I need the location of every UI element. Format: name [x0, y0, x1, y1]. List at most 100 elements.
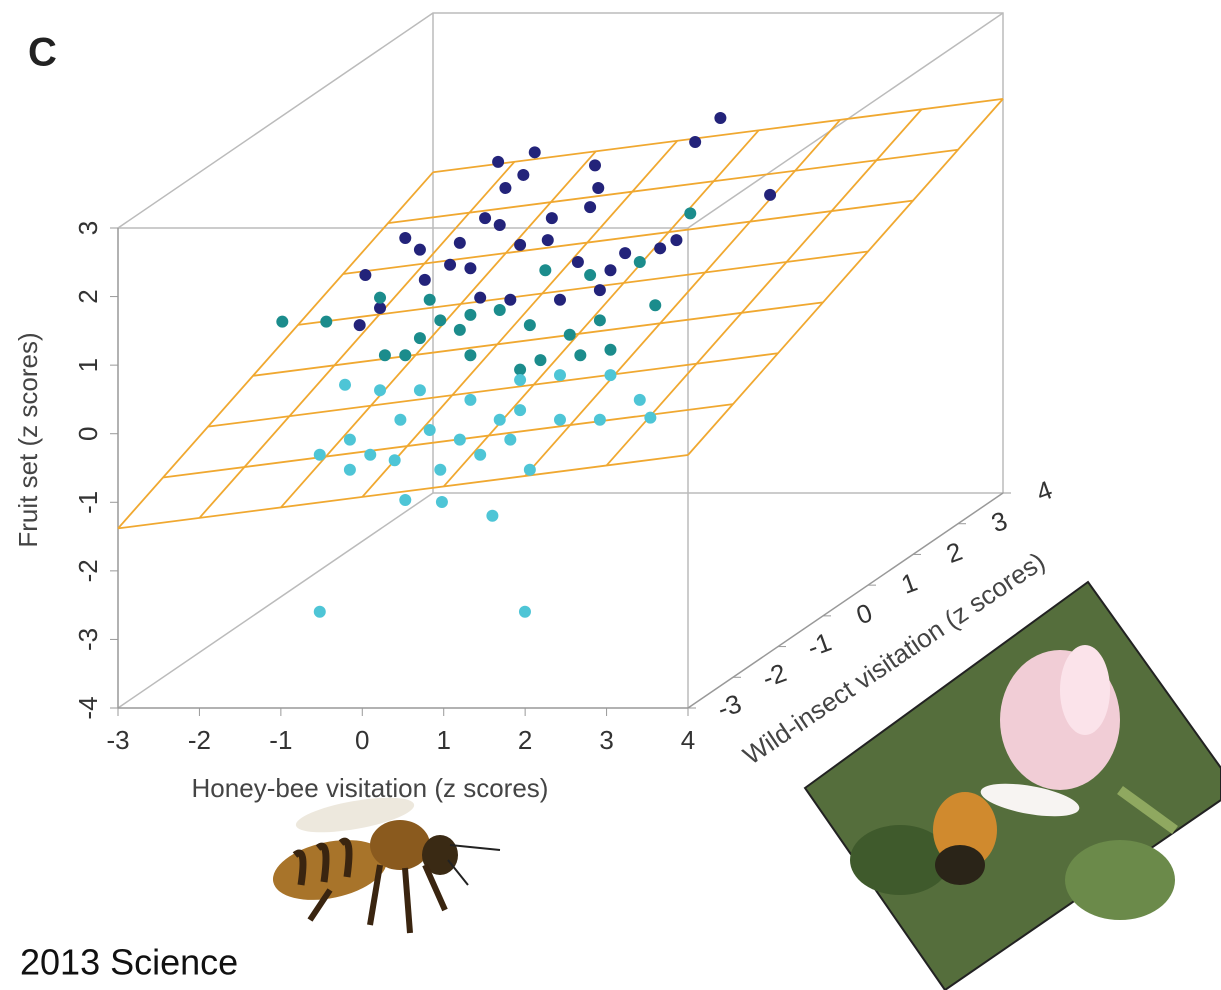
plane-grid-line	[524, 119, 841, 477]
bee-stripes	[292, 837, 353, 886]
y-tick-label: -1	[803, 627, 835, 663]
point	[589, 159, 601, 172]
x-tick-label: 4	[681, 725, 695, 755]
point	[523, 463, 536, 476]
z-tick-label: 2	[73, 289, 103, 303]
bee-antennae	[447, 844, 501, 886]
plane-grid-line	[443, 129, 760, 488]
box-edge	[687, 12, 1004, 229]
point	[353, 319, 366, 332]
y-tick-label: 4	[1032, 474, 1056, 507]
point	[474, 448, 487, 461]
y-tick-label: 1	[897, 567, 921, 600]
point	[514, 373, 527, 386]
point	[593, 284, 606, 297]
z-tick-label: -3	[73, 628, 103, 651]
point	[545, 212, 558, 225]
point	[504, 433, 517, 446]
z-tick-label: 0	[73, 426, 103, 440]
point	[313, 605, 326, 618]
point	[464, 308, 477, 321]
point	[514, 238, 527, 251]
point	[320, 315, 333, 328]
x-tick-label: 0	[355, 725, 369, 755]
y-tick-label: -3	[713, 688, 745, 724]
point	[571, 256, 584, 269]
point	[492, 155, 505, 168]
point	[499, 181, 512, 194]
x-tick-label: -2	[188, 725, 211, 755]
z-tick-label: 3	[73, 221, 103, 235]
point	[464, 349, 477, 362]
plane-grid-line	[605, 108, 923, 467]
point	[444, 258, 457, 271]
point	[374, 384, 387, 397]
point	[633, 393, 646, 406]
point	[364, 448, 377, 461]
flower-petal	[980, 783, 1080, 817]
point	[539, 264, 552, 277]
plane-grid-line	[342, 199, 914, 275]
z-tick-label: -2	[73, 559, 103, 582]
box-frame	[117, 12, 1004, 709]
point	[394, 413, 407, 426]
point	[374, 301, 387, 314]
point	[435, 496, 448, 509]
point	[493, 413, 506, 426]
point	[514, 404, 527, 417]
x-tick-label: -1	[269, 725, 292, 755]
point	[654, 242, 667, 255]
point	[423, 293, 436, 306]
point	[434, 314, 447, 327]
point	[574, 349, 587, 362]
point	[276, 315, 289, 328]
point	[453, 236, 466, 249]
points	[276, 112, 777, 618]
point	[378, 349, 391, 362]
clover-photo	[803, 580, 1221, 990]
plane-grid-line	[198, 161, 516, 519]
point	[453, 433, 466, 446]
caption: 2013 Science	[20, 942, 238, 983]
bee-head	[422, 835, 458, 875]
point	[313, 448, 326, 461]
point	[528, 146, 541, 159]
point	[453, 323, 466, 336]
point	[684, 207, 697, 220]
point	[670, 234, 683, 247]
plane-grid-line	[297, 250, 869, 326]
bee-thorax	[370, 820, 430, 870]
point	[388, 454, 401, 467]
point	[399, 493, 412, 506]
point	[584, 201, 597, 214]
point	[517, 168, 530, 181]
y-tick-label: 0	[852, 597, 876, 630]
point	[399, 232, 412, 245]
point	[464, 393, 477, 406]
point	[619, 247, 632, 260]
point	[374, 291, 387, 304]
regression-plane	[117, 97, 1004, 530]
bee-wing	[295, 797, 415, 833]
point	[479, 212, 492, 225]
plane-grid-line	[687, 98, 1004, 456]
panel-label: C	[28, 31, 57, 75]
y-tick-label: -2	[758, 657, 790, 693]
point	[434, 463, 447, 476]
point	[343, 433, 356, 446]
point	[604, 264, 617, 277]
point	[464, 262, 477, 275]
point	[493, 219, 506, 231]
z-tick-label: -1	[73, 491, 103, 514]
x-tick-label: 3	[599, 725, 613, 755]
point	[423, 424, 436, 437]
point	[764, 188, 777, 201]
flower-stem	[1117, 785, 1178, 835]
point	[714, 112, 727, 125]
point	[486, 509, 499, 522]
point	[649, 299, 662, 312]
y-tick-label: 3	[987, 505, 1011, 538]
plane-grid-line	[117, 454, 689, 530]
plane-grid-line	[280, 150, 597, 509]
